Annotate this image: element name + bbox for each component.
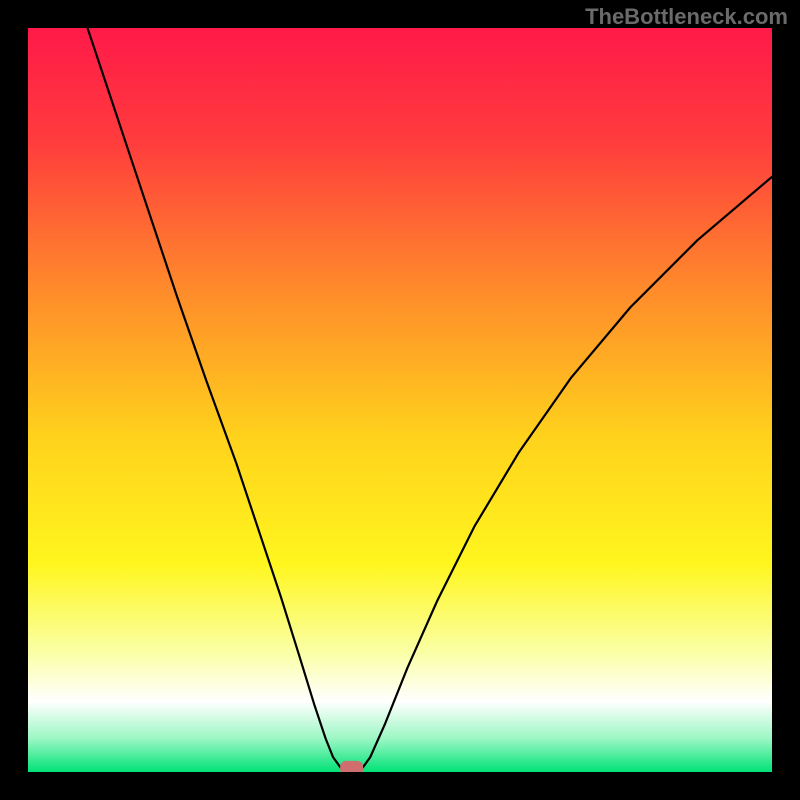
plot-background bbox=[28, 28, 772, 772]
bottleneck-chart bbox=[28, 28, 772, 772]
sweet-spot-marker bbox=[340, 761, 363, 772]
watermark-text: TheBottleneck.com bbox=[585, 4, 788, 30]
chart-frame: TheBottleneck.com bbox=[0, 0, 800, 800]
